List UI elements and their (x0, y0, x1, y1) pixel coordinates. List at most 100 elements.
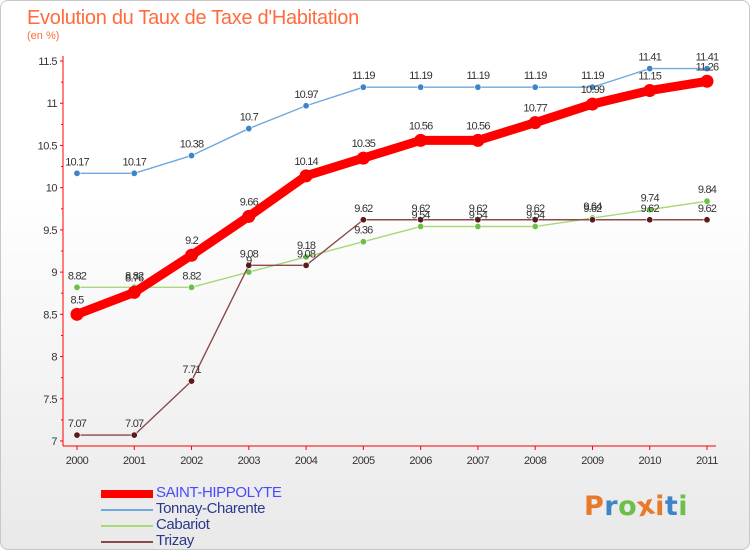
data-point-tonnay-charente (188, 152, 196, 160)
data-label-tonnay-charente: 11.19 (581, 70, 604, 82)
data-label-saint-hippolyte: 10.56 (409, 120, 433, 132)
data-point-tonnay-charente (588, 83, 596, 91)
data-point-tonnay-charente (646, 65, 654, 73)
x-tick-label: 2000 (66, 455, 89, 467)
series-line-trizay (76, 219, 708, 436)
data-label-saint-hippolyte: 8.76 (125, 272, 144, 284)
data-point-cabariot (474, 223, 482, 231)
data-label-tonnay-charente: 10.17 (65, 156, 89, 168)
x-tick-label: 2006 (409, 455, 432, 467)
data-point-saint-hippolyte (471, 133, 485, 147)
logo-letter: i (678, 491, 689, 522)
x-tick-label: 2010 (638, 455, 661, 467)
data-point-saint-hippolyte (414, 133, 428, 147)
data-point-saint-hippolyte (299, 169, 313, 183)
data-label-trizay: 7.07 (68, 418, 87, 430)
data-point-tonnay-charente (130, 169, 138, 177)
data-point-cabariot (73, 283, 81, 291)
data-label-tonnay-charente: 10.38 (180, 139, 204, 151)
data-point-trizay (73, 431, 81, 439)
data-label-tonnay-charente: 10.97 (294, 89, 318, 101)
data-point-trizay (130, 431, 138, 439)
data-point-trizay (245, 261, 253, 269)
y-tick-label: 11 (47, 98, 58, 110)
data-label-trizay: 9.62 (412, 203, 431, 215)
data-point-trizay (359, 216, 367, 224)
data-point-cabariot (302, 253, 310, 261)
data-label-saint-hippolyte: 10.77 (523, 103, 547, 115)
data-label-trizay: 9.62 (354, 203, 373, 215)
y-tick-label: 10 (46, 183, 58, 195)
x-tick-label: 2009 (581, 455, 604, 467)
data-label-tonnay-charente: 11.19 (352, 70, 375, 82)
legend-label: Tonnay-Charente (156, 500, 266, 517)
legend-swatch (101, 490, 153, 498)
data-label-saint-hippolyte: 10.99 (581, 84, 605, 96)
data-label-tonnay-charente: 11.41 (696, 52, 719, 64)
chart-title: Evolution du Taux de Taxe d'Habitation (27, 7, 359, 29)
data-label-trizay: 9.62 (698, 203, 717, 215)
legend-label: Cabariot (156, 516, 210, 533)
y-tick-label: 9.5 (43, 225, 57, 237)
data-label-tonnay-charente: 10.17 (123, 156, 147, 168)
x-tick-label: 2007 (467, 455, 490, 467)
data-label-cabariot: 9.74 (641, 193, 660, 205)
x-tick-label: 2002 (180, 455, 203, 467)
data-label-cabariot: 9.36 (354, 225, 373, 237)
data-label-cabariot: 9.84 (698, 184, 717, 196)
y-tick-label: 10.5 (38, 140, 58, 152)
logo-letter: r (604, 491, 619, 522)
data-point-saint-hippolyte (185, 248, 199, 262)
data-label-cabariot: 8.82 (68, 270, 87, 282)
data-label-saint-hippolyte: 9.66 (240, 196, 259, 208)
logo-letter: i (655, 491, 665, 522)
x-tick-label: 2005 (352, 455, 375, 467)
logo-letter: t (664, 491, 679, 522)
data-point-trizay (188, 377, 196, 385)
data-label-cabariot: 9.54 (469, 210, 488, 222)
logo-letter: o (618, 491, 638, 522)
y-tick-label: 8.5 (43, 309, 57, 321)
data-point-tonnay-charente (417, 83, 425, 91)
data-point-saint-hippolyte (356, 151, 370, 165)
legend-swatch (101, 525, 153, 527)
data-point-cabariot (188, 283, 196, 291)
data-point-trizay (417, 216, 425, 224)
data-point-saint-hippolyte (242, 209, 256, 223)
series-line-saint-hippolyte (72, 76, 712, 319)
data-label-saint-hippolyte: 10.35 (352, 138, 376, 150)
data-label-trizay: 9.62 (641, 203, 660, 215)
x-tick-label: 2011 (696, 455, 718, 467)
data-label-tonnay-charente: 11.41 (638, 52, 661, 64)
legend-label: Trizay (156, 532, 194, 549)
data-label-tonnay-charente: 11.19 (409, 70, 432, 82)
legend-swatch (101, 541, 153, 543)
data-label-saint-hippolyte: 10.56 (466, 120, 490, 132)
y-tick-label: 11.5 (38, 56, 57, 68)
data-point-cabariot (531, 223, 539, 231)
data-point-tonnay-charente (302, 102, 310, 110)
legend-label: SAINT-HIPPOLYTE (156, 484, 282, 501)
data-label-cabariot: 9.18 (297, 240, 316, 252)
data-point-saint-hippolyte (127, 285, 141, 299)
data-label-trizay: 7.07 (125, 418, 144, 430)
y-tick-label: 8 (51, 352, 57, 364)
data-point-tonnay-charente (474, 83, 482, 91)
x-tick-label: 2001 (123, 455, 146, 467)
y-tick-label: 7 (51, 436, 57, 448)
data-label-trizay: 7.71 (182, 364, 201, 376)
data-label-saint-hippolyte: 11.15 (638, 71, 661, 83)
data-point-trizay (474, 216, 482, 224)
data-point-trizay (646, 216, 654, 224)
data-point-cabariot (646, 206, 654, 214)
series-line-tonnay-charente (76, 67, 708, 175)
data-label-tonnay-charente: 10.7 (240, 112, 259, 124)
y-axis-unit: (en %) (27, 30, 60, 42)
data-point-saint-hippolyte (643, 84, 657, 98)
data-point-saint-hippolyte (700, 74, 714, 88)
series-line-cabariot (76, 200, 708, 289)
data-label-cabariot: 9 (246, 255, 252, 267)
y-tick-label: 7.5 (43, 394, 57, 406)
